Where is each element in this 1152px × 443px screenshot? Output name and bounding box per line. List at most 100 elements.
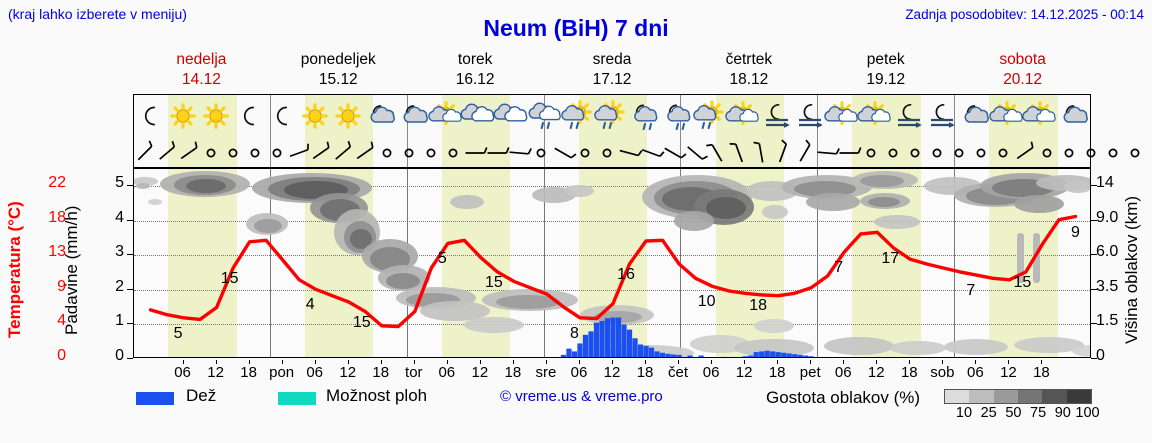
copyright-link[interactable]: © vreme.us & vreme.pro xyxy=(500,388,663,405)
cloud-density-label-75: 75 xyxy=(1030,405,1047,421)
day-header-4: četrtek 18.12 xyxy=(680,50,817,92)
cloud-density-title: Gostota oblakov (%) xyxy=(766,388,921,407)
time-tickmark xyxy=(512,360,514,364)
day-header-row: nedelja 14.12 ponedeljek 15.12 torek 16.12 sre… xyxy=(133,50,1091,92)
weather-icon-moon-cloud xyxy=(365,96,398,138)
wind-barb-icon xyxy=(728,139,750,167)
weather-icon-moon-fog xyxy=(925,96,958,138)
wind-barb-icon xyxy=(1014,139,1036,167)
cloudheight-tickmark xyxy=(1091,358,1097,359)
weather-icon-cloud xyxy=(493,96,530,138)
time-label-18: 18 xyxy=(1033,364,1050,381)
temp-max-label: 18 xyxy=(749,296,768,314)
time-label-06: 06 xyxy=(438,364,456,381)
temp-max-label: 16 xyxy=(617,266,635,283)
location-menu-note: (kraj lahko izberete v meniju) xyxy=(8,6,187,22)
time-label-18: 18 xyxy=(504,364,522,381)
time-label-12: 12 xyxy=(603,364,621,381)
time-tickmark xyxy=(248,360,250,364)
wind-barb-icon xyxy=(772,139,794,167)
precipitation-tick-2: 2 xyxy=(115,277,124,295)
temp-min-label: 9 xyxy=(1071,223,1080,241)
weather-icon-sun-cloud xyxy=(824,96,859,138)
precipitation-tick-4: 4 xyxy=(115,208,124,226)
weather-icon-row xyxy=(134,96,1090,138)
wind-calm-icon xyxy=(244,139,266,167)
temperature-curve xyxy=(148,214,1078,329)
time-tickmark xyxy=(678,360,680,364)
cloudheight-tick-14: 14 xyxy=(1096,174,1114,192)
temperature-tick-4: 4 xyxy=(57,312,66,330)
time-tickmark xyxy=(281,360,283,364)
time-tickmark xyxy=(645,360,647,364)
time-tickmark xyxy=(1008,360,1010,364)
cloud-density-label-10: 10 xyxy=(955,405,973,421)
cloudheight-tick-1.5: 1.5 xyxy=(1096,312,1119,330)
day-header-3: sreda 17.12 xyxy=(544,50,681,92)
time-label-12: 12 xyxy=(1000,364,1017,381)
cloudheight-tick-3.5: 3.5 xyxy=(1096,277,1119,295)
page-title: Neum (BiH) 7 dni xyxy=(483,15,669,41)
weather-icon-moon-cloud xyxy=(398,96,431,138)
time-label-12: 12 xyxy=(735,364,753,381)
wind-calm-icon xyxy=(442,139,464,167)
temp-min-label: 10 xyxy=(697,293,716,311)
day-date: 20.12 xyxy=(1003,71,1042,88)
day-name: nedelja xyxy=(176,51,227,68)
wind-calm-icon xyxy=(1080,139,1102,167)
time-tickmark xyxy=(413,360,415,364)
time-tickmark xyxy=(446,360,448,364)
time-label-12: 12 xyxy=(867,364,885,381)
time-axis: 06 12 18 pon 06 12 18 tor 06 12 18 sre 06 12 18 čet 06 12… xyxy=(133,360,1091,382)
wind-barb-icon xyxy=(706,139,728,167)
cloud-density-swatch-50 xyxy=(993,390,1018,403)
cloud-density-swatch-100 xyxy=(1066,390,1091,403)
time-tickmark xyxy=(711,360,713,364)
day-date: 14.12 xyxy=(182,71,221,88)
weather-icon-moon-fog xyxy=(892,96,925,138)
precipitation-axis-title: Padavine (mm/h) xyxy=(62,205,81,335)
wind-barb-icon xyxy=(464,139,488,167)
time-tickmark xyxy=(314,360,316,364)
wind-barb-icon xyxy=(354,139,376,167)
grid-line xyxy=(134,186,1090,188)
wind-barb-icon xyxy=(838,139,862,167)
cloudheight-tickmark xyxy=(1091,288,1097,290)
wind-calm-icon xyxy=(420,139,442,167)
temp-min-label: 7 xyxy=(834,259,844,277)
day-name: sreda xyxy=(592,51,632,68)
time-label-18: 18 xyxy=(900,364,918,381)
cloud-density-label-25: 25 xyxy=(980,405,997,421)
time-label-06: 06 xyxy=(570,364,588,381)
weather-icon-sun-cloud xyxy=(856,96,892,138)
weather-icon-sun xyxy=(299,96,332,138)
temp-min-label: 4 xyxy=(305,296,315,314)
wind-calm-icon xyxy=(376,139,398,167)
temp-max-label: 15 xyxy=(1013,273,1032,291)
wind-calm-icon xyxy=(1058,139,1080,167)
time-label-18: 18 xyxy=(768,364,786,381)
wind-barb-icon xyxy=(332,139,354,167)
time-label-06: 06 xyxy=(174,364,191,381)
day-header-5: petek 19.12 xyxy=(817,50,954,92)
temperature-tick-13: 13 xyxy=(48,243,66,261)
wind-calm-icon xyxy=(596,139,618,167)
wind-barb-icon xyxy=(750,139,772,167)
wind-barb-icon xyxy=(618,139,643,167)
precipitation-tickmark xyxy=(127,323,133,325)
cloud-density-swatch-25 xyxy=(969,390,994,403)
showers-legend-swatch xyxy=(278,392,316,405)
icon-day-band-5 xyxy=(818,95,956,167)
wind-calm-icon xyxy=(1124,139,1146,167)
temperature-axis-title: Temperatura (°C) xyxy=(5,201,24,339)
temperature-tick-22: 22 xyxy=(48,174,66,192)
cloudheight-tickmark xyxy=(1091,254,1097,256)
wind-calm-icon xyxy=(574,139,596,167)
weather-icon-moon-cloud xyxy=(1057,96,1090,138)
precipitation-tick-5: 5 xyxy=(115,174,124,192)
time-tickmark xyxy=(612,360,613,364)
time-label-18: 18 xyxy=(240,364,257,381)
precipitation-tick-1: 1 xyxy=(115,312,124,330)
cloudheight-tick-6.0: 6.0 xyxy=(1096,243,1119,261)
day-date: 16.12 xyxy=(455,71,495,88)
